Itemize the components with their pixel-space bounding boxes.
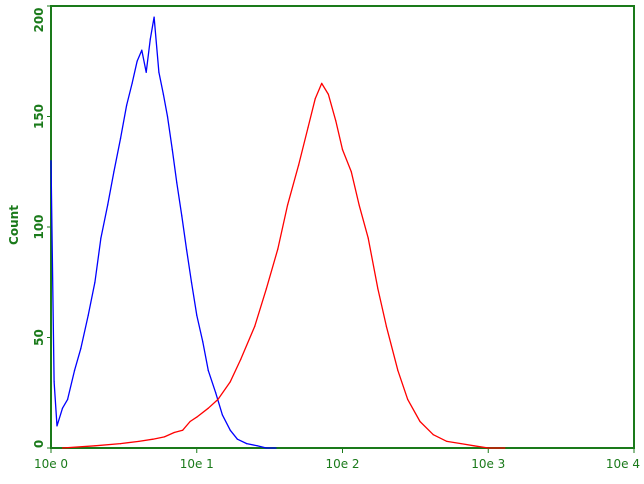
series-0-point: [190, 281, 193, 283]
series-1-point: [229, 381, 231, 383]
series-0-point: [141, 49, 143, 51]
series-1-point: [432, 434, 434, 436]
series-0-point: [53, 381, 55, 383]
series-0-point: [153, 16, 155, 18]
series-0-point: [196, 314, 198, 316]
series-0-point: [221, 414, 223, 416]
series-0-point: [162, 93, 164, 95]
x-tick-label: 10e 4: [606, 457, 640, 471]
series-1-point: [473, 445, 475, 447]
series-0-point: [236, 438, 238, 440]
series-0-point: [181, 215, 183, 217]
series-0-point: [67, 398, 69, 400]
series-1-point: [182, 429, 184, 431]
series-1-point: [341, 149, 344, 151]
series-0-point: [215, 392, 217, 394]
series-0-point: [73, 370, 76, 372]
series-1-point: [196, 416, 198, 418]
series-1-point: [446, 440, 448, 442]
y-tick-label: 50: [32, 329, 46, 346]
series-0-point: [119, 138, 122, 140]
series-0-point: [126, 104, 128, 106]
series-1-point: [163, 436, 165, 438]
series-1-point: [119, 443, 122, 445]
series-0-point: [149, 38, 151, 40]
series-0-point: [229, 429, 231, 431]
series-0-point: [246, 443, 248, 445]
series-1-point: [240, 359, 242, 361]
series-1-point: [504, 447, 506, 449]
series-1-point: [254, 325, 256, 327]
plot-frame: [50, 5, 635, 449]
series-0-point: [158, 71, 160, 73]
x-axis-ticks: 10e 0 10e 1 10e 2 10e 3 10e 4: [34, 448, 640, 471]
series-1-point: [367, 237, 369, 239]
series-1-point: [377, 288, 379, 290]
series-0-point: [50, 160, 52, 162]
series-1-point: [152, 438, 154, 440]
series-0-point: [87, 314, 89, 316]
y-tick-label: 200: [32, 7, 46, 32]
series-0-point: [166, 115, 169, 118]
series-0-point: [145, 71, 147, 73]
series-0-point: [61, 407, 64, 409]
series-1-point: [307, 127, 309, 129]
series-0-point: [207, 370, 209, 372]
series-0-point: [275, 447, 277, 449]
series-1-point: [189, 420, 191, 423]
y-axis-ticks: 0 50 100 150 200: [32, 5, 51, 449]
series-0-point: [113, 171, 115, 173]
series-0-point: [80, 348, 82, 350]
series-0-point: [185, 248, 188, 250]
series-1-point: [487, 447, 489, 449]
x-tick-label: 10e 1: [180, 457, 214, 471]
y-tick-label: 0: [32, 440, 46, 448]
series-0-point: [202, 341, 204, 343]
series-0-point: [56, 425, 58, 427]
x-tick-label: 10e 0: [34, 457, 68, 471]
series-1-point: [407, 398, 409, 400]
series-0-point: [176, 182, 178, 184]
series-0-point: [265, 447, 267, 449]
y-axis-label: Count: [7, 205, 21, 245]
series-1-point: [207, 407, 209, 409]
series-1-point: [287, 204, 289, 206]
series-0-point: [131, 82, 133, 84]
series-1-point: [335, 120, 337, 122]
series-1-point: [385, 325, 387, 327]
series-1-point: [173, 431, 175, 434]
y-tick-label: 150: [32, 104, 46, 129]
series-0-point: [94, 281, 96, 283]
series-1-point: [277, 248, 279, 250]
series-0-point: [107, 204, 109, 206]
series-0-point: [100, 237, 102, 239]
series-1-point: [397, 370, 399, 372]
series-1-point: [94, 445, 96, 447]
series-1-point: [314, 98, 316, 100]
series-0-point: [256, 445, 258, 447]
series-1-point: [350, 171, 352, 173]
x-tick-label: 10e 2: [325, 457, 359, 471]
series-1-point: [61, 447, 64, 449]
series-1-point: [460, 443, 462, 445]
series-1-point: [358, 204, 360, 206]
x-tick-label: 10e 3: [471, 457, 505, 471]
y-tick-label: 100: [32, 214, 46, 239]
series-1-point: [327, 93, 329, 95]
series-1-point: [265, 288, 267, 290]
series-1-point: [321, 82, 323, 84]
series-1-point: [217, 398, 219, 400]
series-1-point: [138, 440, 140, 442]
series-layer: [50, 16, 506, 449]
series-0-point: [171, 149, 173, 151]
series-0-point: [136, 60, 138, 62]
series-1-point: [419, 420, 421, 423]
series-1-point: [298, 164, 300, 166]
